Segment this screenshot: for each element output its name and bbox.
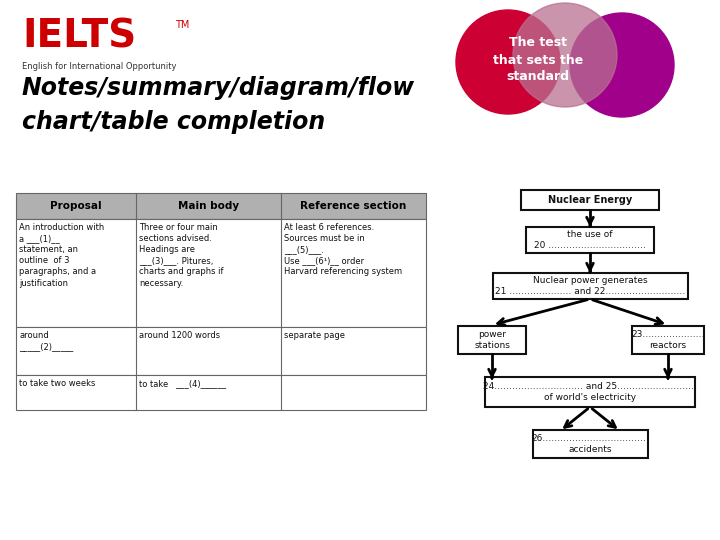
Text: English for International Opportunity: English for International Opportunity (22, 62, 176, 71)
Bar (16, 193, 426, 219)
Text: to take   ___(4)______: to take ___(4)______ (139, 379, 226, 388)
Bar (458, 326, 526, 354)
Bar (521, 190, 659, 210)
Text: Nuclear power generates
21 ………………… and 22………………………: Nuclear power generates 21 ………………… and 2… (495, 276, 685, 296)
Bar (485, 377, 695, 407)
Text: the use of
20 ……………………………: the use of 20 …………………………… (534, 230, 646, 250)
Text: IELTS: IELTS (22, 18, 136, 56)
Text: 26………………………………
accidents: 26……………………………… accidents (531, 434, 649, 454)
Text: Notes/summary/diagram/flow
chart/table completion: Notes/summary/diagram/flow chart/table c… (22, 76, 415, 133)
Bar (533, 430, 647, 458)
Text: The test
that sets the
standard: The test that sets the standard (493, 37, 583, 84)
Bar (16, 327, 426, 375)
Bar (16, 375, 426, 410)
Text: 23…………………
reactors: 23………………… reactors (631, 330, 705, 350)
Text: TM: TM (175, 20, 189, 30)
Bar (492, 273, 688, 299)
Text: Nuclear Energy: Nuclear Energy (548, 195, 632, 205)
Text: Main body: Main body (178, 201, 239, 211)
Bar (16, 219, 426, 327)
Text: Proposal: Proposal (50, 201, 102, 211)
Text: Reference section: Reference section (300, 201, 407, 211)
Circle shape (570, 13, 674, 117)
Bar (526, 227, 654, 253)
Text: to take two weeks: to take two weeks (19, 379, 95, 388)
Circle shape (513, 3, 617, 107)
Text: separate page: separate page (284, 331, 345, 340)
Text: 24………………………… and 25………………………
of world's electricity: 24………………………… and 25……………………… of world's … (483, 382, 697, 402)
Text: around 1200 words: around 1200 words (139, 331, 220, 340)
Text: At least 6 references.
Sources must be in
___(5)___.
Use ___(6¹)__ order
Harvard: At least 6 references. Sources must be i… (284, 223, 402, 276)
Bar (632, 326, 704, 354)
Text: around
_____(2)_____: around _____(2)_____ (19, 331, 73, 351)
Circle shape (456, 10, 560, 114)
Text: power
stations: power stations (474, 330, 510, 350)
Text: An introduction with
a ___(1)__
statement, an
outline  of 3
paragraphs, and a
ju: An introduction with a ___(1)__ statemen… (19, 223, 104, 287)
Text: Three or four main
sections advised.
Headings are
___(3)___. Pìtures,
charts and: Three or four main sections advised. Hea… (139, 223, 223, 287)
